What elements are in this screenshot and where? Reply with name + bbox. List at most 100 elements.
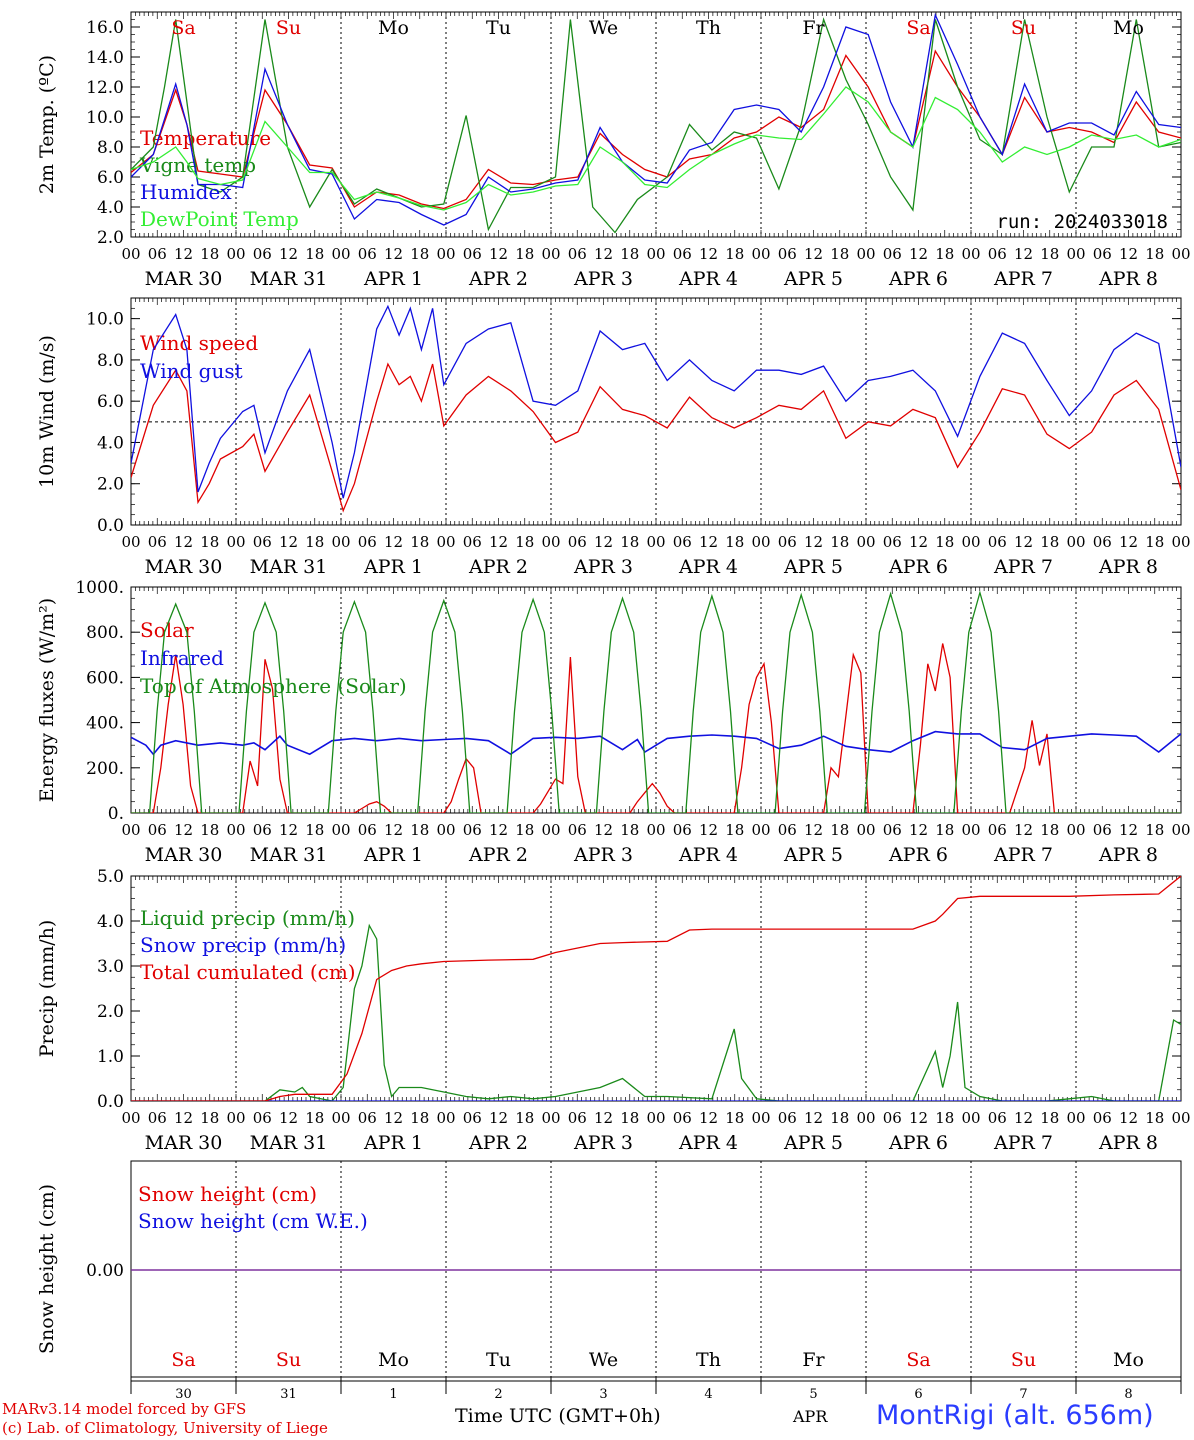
day-number: 7 [1019, 1387, 1027, 1402]
hour-label: 00 [436, 821, 455, 839]
day-number: 31 [280, 1387, 297, 1402]
hour-label: 18 [1145, 245, 1164, 263]
hour-label: 12 [489, 1109, 508, 1127]
day-number: 6 [914, 1387, 922, 1402]
hour-label: 00 [646, 245, 665, 263]
hour-label: 06 [463, 533, 482, 551]
hour-label: 06 [568, 533, 587, 551]
hour-label: 06 [883, 245, 902, 263]
hour-label: 06 [673, 1109, 692, 1127]
hour-label: 18 [830, 1109, 849, 1127]
panel-4: 0.0 1.0 2.0 3.0 4.0 5.0 Precip (mm/h) Liquid pr… [36, 867, 1191, 1154]
hour-label: 12 [909, 245, 928, 263]
model-credit: MARv3.14 model forced by GFS [2, 1400, 247, 1418]
hour-label: 00 [961, 1109, 980, 1127]
hour-label: 06 [463, 1109, 482, 1127]
y-tick-label: 3.0 [97, 957, 124, 977]
hour-label: 00 [856, 533, 875, 551]
legend-entry: Wind speed [140, 331, 258, 355]
day-abbr-top: We [589, 17, 618, 39]
hour-label: 06 [988, 245, 1007, 263]
day-abbr-bottom: Tu [486, 1349, 511, 1371]
hour-label: 18 [515, 821, 534, 839]
hour-label: 18 [515, 1109, 534, 1127]
hour-label: 00 [961, 821, 980, 839]
hour-label: 18 [305, 533, 324, 551]
hour-label: 12 [1119, 533, 1138, 551]
series-line-vigne-temp [131, 17, 1181, 234]
y-tick-label: 4.0 [97, 912, 124, 932]
hour-label: 12 [489, 821, 508, 839]
day-abbr-bottom: Mo [378, 1349, 409, 1371]
date-label: MAR 31 [250, 1132, 328, 1154]
date-label: APR 8 [1098, 556, 1158, 578]
hour-label: 18 [1040, 245, 1059, 263]
hour-label: 06 [253, 245, 272, 263]
series-line-top-of-atmosphere-solar- [131, 590, 1181, 813]
panel-1: 2.0 4.0 6.0 8.0 10.0 12.0 14.0 16.0 2m Temp. (ºC… [36, 11, 1191, 290]
day-abbr-bottom: We [589, 1349, 618, 1371]
y-axis-label: 10m Wind (m/s) [36, 335, 58, 488]
hour-label: 00 [541, 245, 560, 263]
month-label: APR [793, 1407, 828, 1426]
date-label: APR 5 [783, 1132, 843, 1154]
date-label: APR 5 [783, 268, 843, 290]
hour-label: 18 [515, 533, 534, 551]
hour-label: 00 [646, 821, 665, 839]
date-label: MAR 30 [145, 268, 223, 290]
series-line-liquid-precip-mm-h- [131, 923, 1181, 1101]
hour-label: 12 [174, 245, 193, 263]
date-label: APR 1 [363, 844, 423, 866]
day-number: 1 [389, 1387, 397, 1402]
y-axis-label: 2m Temp. (ºC) [36, 55, 58, 194]
date-label: APR 7 [993, 1132, 1053, 1154]
hour-label: 06 [778, 533, 797, 551]
legend-entry: Infrared [140, 646, 224, 670]
date-label: APR 4 [678, 268, 738, 290]
hour-label: 18 [305, 1109, 324, 1127]
hour-label: 12 [384, 533, 403, 551]
hour-label: 18 [620, 821, 639, 839]
hour-label: 06 [883, 533, 902, 551]
y-tick-label: 200. [86, 759, 124, 779]
hour-label: 06 [673, 533, 692, 551]
hour-label: 12 [909, 1109, 928, 1127]
y-tick-label: 0.00 [86, 1261, 124, 1281]
hour-label: 06 [883, 1109, 902, 1127]
hour-label: 06 [148, 1109, 167, 1127]
y-tick-label: 16.0 [86, 18, 124, 38]
hour-label: 06 [148, 245, 167, 263]
y-tick-label: 10.0 [86, 108, 124, 128]
day-abbr-bottom: Sa [171, 1349, 195, 1371]
date-label: MAR 30 [145, 844, 223, 866]
date-label: APR 2 [468, 268, 528, 290]
date-label: APR 6 [888, 844, 948, 866]
hour-label: 06 [148, 821, 167, 839]
hour-label: 06 [358, 533, 377, 551]
hour-label: 12 [384, 821, 403, 839]
hour-label: 18 [515, 245, 534, 263]
y-tick-label: 4.0 [97, 433, 124, 453]
hour-label: 12 [699, 821, 718, 839]
y-tick-label: 1000. [75, 578, 124, 598]
hour-label: 12 [804, 821, 823, 839]
hour-label: 18 [200, 821, 219, 839]
hour-label: 00 [436, 1109, 455, 1127]
date-label: APR 6 [888, 1132, 948, 1154]
hour-label: 00 [331, 1109, 350, 1127]
hour-label: 12 [174, 533, 193, 551]
hour-label: 12 [594, 533, 613, 551]
date-label: APR 3 [573, 844, 633, 866]
hour-label: 00 [226, 245, 245, 263]
hour-label: 18 [830, 533, 849, 551]
hour-label: 12 [909, 533, 928, 551]
hour-label: 00 [121, 245, 140, 263]
series-line-humidex [131, 12, 1181, 226]
y-tick-label: 1.0 [97, 1047, 124, 1067]
y-axis-label: Snow height (cm) [36, 1184, 58, 1354]
hour-label: 18 [935, 821, 954, 839]
hour-label: 06 [1093, 821, 1112, 839]
hour-label: 00 [331, 533, 350, 551]
date-label: APR 5 [783, 844, 843, 866]
